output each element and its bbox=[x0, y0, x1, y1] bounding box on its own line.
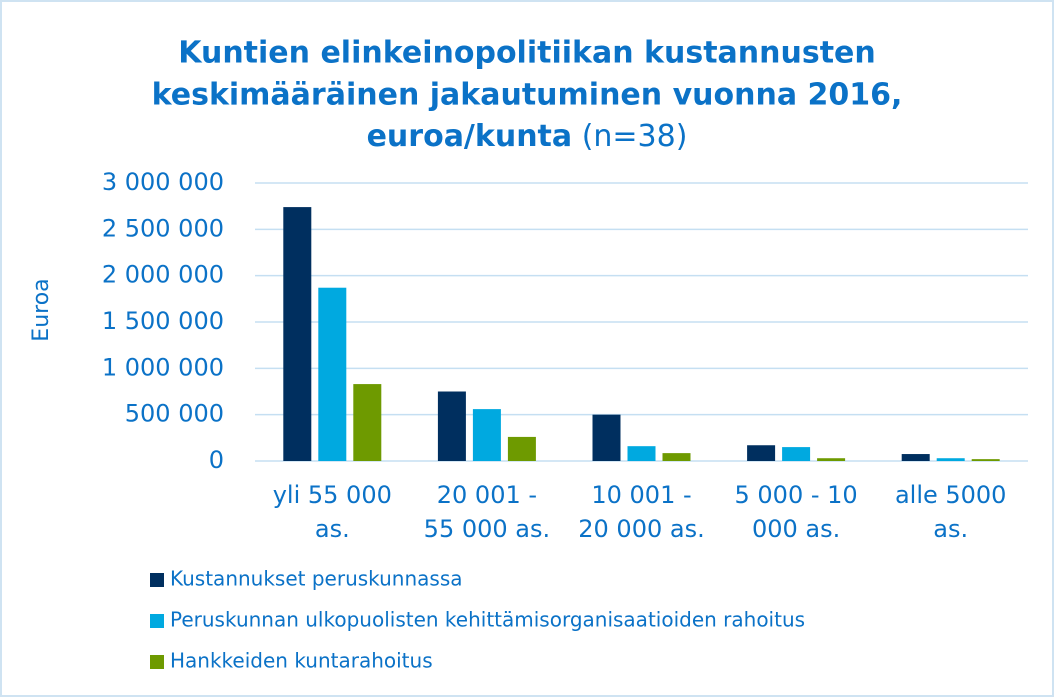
bar bbox=[592, 414, 621, 461]
y-tick-label: 2 000 000 bbox=[102, 261, 224, 289]
bar bbox=[472, 409, 501, 461]
y-tick-label: 1 000 000 bbox=[102, 353, 224, 381]
x-tick-label: 20 001 - bbox=[437, 481, 537, 509]
x-tick-label: as. bbox=[933, 515, 968, 543]
chart-subtitle: (n=38) bbox=[582, 119, 688, 154]
y-tick-label: 3 000 000 bbox=[102, 168, 224, 196]
bar bbox=[662, 453, 691, 461]
bar bbox=[353, 384, 382, 461]
legend-label: Peruskunnan ulkopuolisten kehittämisorga… bbox=[170, 608, 805, 632]
legend-label: Hankkeiden kuntarahoitus bbox=[170, 649, 433, 673]
x-tick-label: 55 000 as. bbox=[424, 515, 550, 543]
chart-title: Kuntien elinkeinopolitiikan kustannusten bbox=[178, 36, 876, 71]
bar bbox=[747, 445, 776, 461]
y-tick-label: 500 000 bbox=[125, 400, 224, 428]
legend-swatch bbox=[150, 655, 164, 669]
y-axis-label: Euroa bbox=[29, 278, 54, 341]
chart-title: keskimääräinen jakautuminen vuonna 2016, bbox=[152, 78, 903, 113]
bar bbox=[936, 458, 965, 461]
bar bbox=[283, 207, 312, 461]
bar bbox=[507, 436, 536, 461]
y-tick-label: 2 500 000 bbox=[102, 214, 224, 242]
chart-title: euroa/kunta (n=38) bbox=[367, 119, 688, 154]
legend-swatch bbox=[150, 614, 164, 628]
x-tick-label: 10 001 - bbox=[591, 481, 691, 509]
y-tick-label: 1 500 000 bbox=[102, 307, 224, 335]
y-tick-label: 0 bbox=[209, 446, 224, 474]
bar bbox=[817, 458, 846, 461]
x-tick-label: 5 000 - 10 bbox=[735, 481, 858, 509]
legend-swatch bbox=[150, 573, 164, 587]
bar bbox=[318, 287, 347, 461]
bar bbox=[782, 447, 811, 461]
legend-label: Kustannukset peruskunnassa bbox=[170, 567, 463, 591]
x-tick-label: as. bbox=[315, 515, 350, 543]
chart-title: euroa/kunta bbox=[367, 119, 573, 154]
x-tick-label: alle 5000 bbox=[895, 481, 1007, 509]
x-tick-label: 000 as. bbox=[752, 515, 840, 543]
bar bbox=[627, 446, 656, 461]
bar bbox=[901, 454, 930, 461]
bar bbox=[437, 391, 466, 461]
bar bbox=[971, 459, 1000, 461]
x-tick-label: 20 000 as. bbox=[578, 515, 704, 543]
x-tick-label: yli 55 000 bbox=[273, 481, 392, 509]
